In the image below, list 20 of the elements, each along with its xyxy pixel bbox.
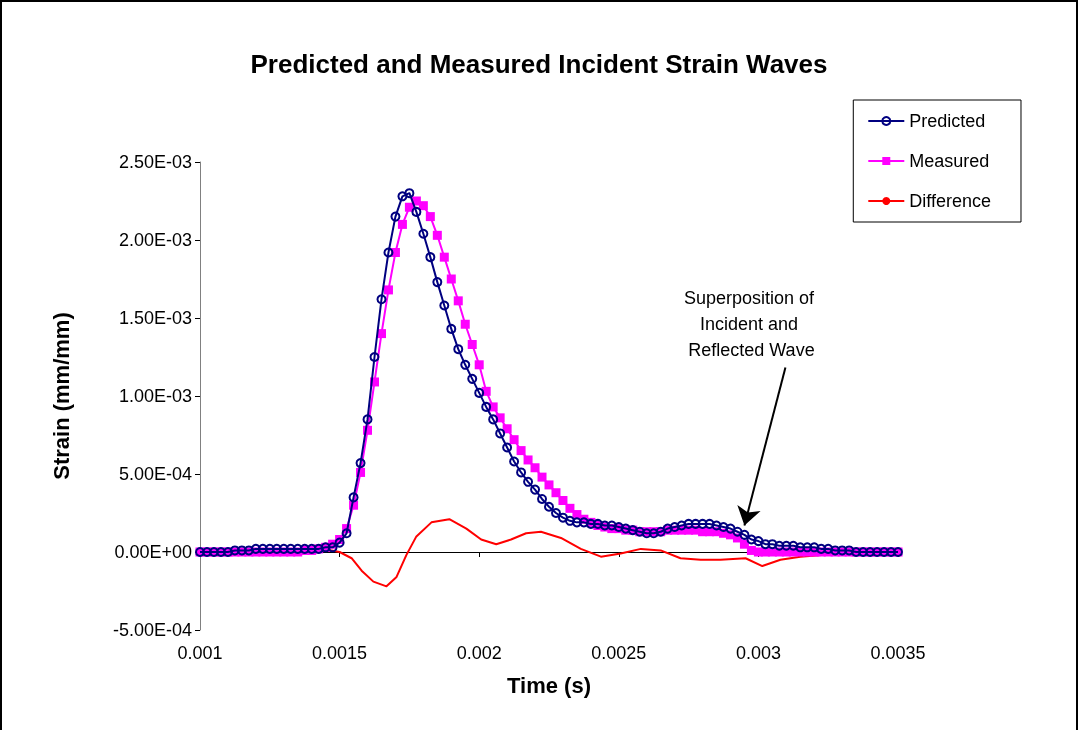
legend-label: Difference bbox=[909, 191, 992, 211]
y-tick-label: 2.00E-03 bbox=[118, 230, 192, 250]
x-tick-label: 0.0035 bbox=[870, 643, 926, 663]
y-tick-label: 1.00E-03 bbox=[118, 386, 192, 406]
y-tick-label: 0.00E+00 bbox=[114, 542, 192, 562]
x-tick-label: 0.0015 bbox=[312, 643, 368, 663]
y-tick-label: 2.50E-03 bbox=[118, 152, 192, 172]
x-axis-title: Time (s) bbox=[507, 672, 591, 698]
annotation: Superposition of Incident and Reflected Wave bbox=[683, 288, 819, 361]
x-tick-label: 0.003 bbox=[735, 643, 781, 663]
y-tick-label: 1.50E-03 bbox=[118, 308, 192, 328]
x-tick-label: 0.002 bbox=[456, 643, 502, 663]
y-axis-title: Strain (mm/mm) bbox=[48, 312, 74, 480]
y-tick-label: 5.00E-04 bbox=[118, 464, 192, 484]
y-tick-label: -5.00E-04 bbox=[112, 620, 192, 640]
legend-label: Predicted bbox=[909, 111, 986, 131]
chart-title: Predicted and Measured Incident Strain Waves bbox=[250, 49, 828, 79]
legend-label: Measured bbox=[909, 151, 990, 171]
x-tick-label: 0.0025 bbox=[591, 643, 647, 663]
x-tick-label: 0.001 bbox=[177, 643, 223, 663]
